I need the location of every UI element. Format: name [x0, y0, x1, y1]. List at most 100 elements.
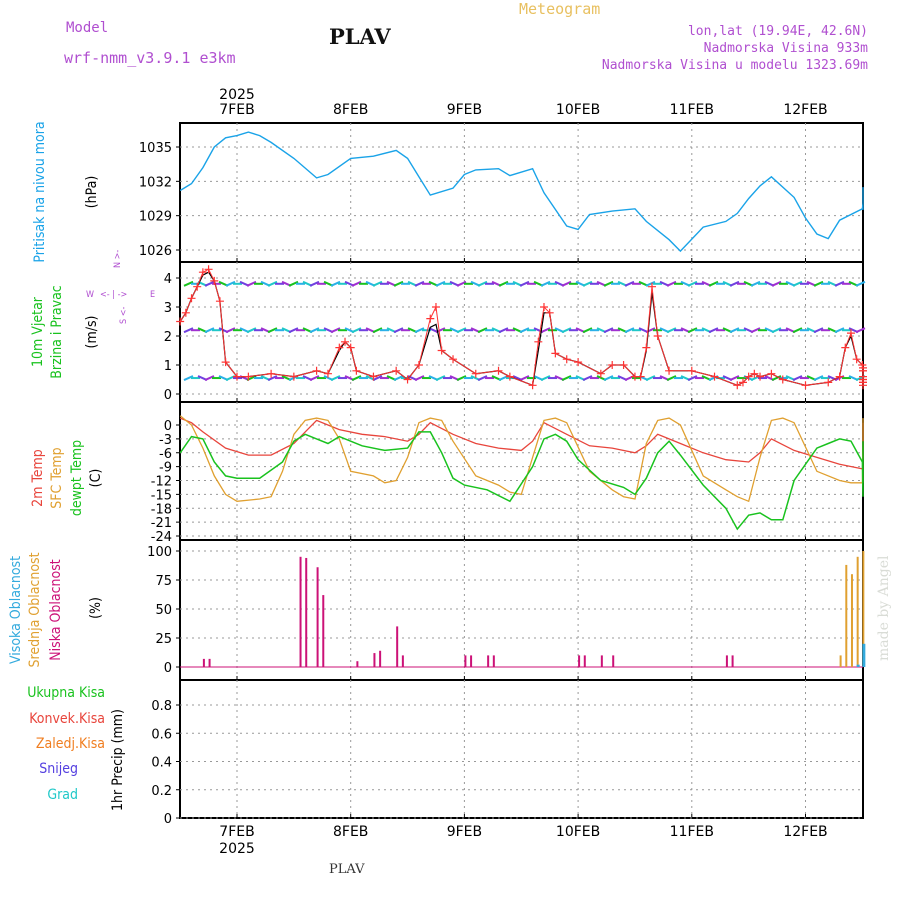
cloud-mid-bar — [850, 574, 853, 667]
wind-direction-arrow — [330, 327, 341, 334]
wind-direction-arrow — [561, 280, 572, 287]
cloud-low-bar — [731, 655, 734, 667]
cloud-mid-bar — [845, 564, 848, 667]
wind-marker — [648, 282, 657, 291]
cloud-low-bar — [464, 655, 467, 667]
wind-direction-arrow — [750, 280, 761, 287]
pressure-unit: (hPa) — [84, 176, 100, 209]
page-title: PLAV — [329, 24, 391, 49]
y-tick-label: 50 — [155, 603, 172, 618]
day-label-top: 9FEB — [447, 102, 482, 118]
precip-legend-item: Konvek.Kisa — [29, 711, 105, 727]
wind-marker — [335, 343, 344, 352]
model-label: Model — [66, 20, 109, 36]
y-tick-label: 0.4 — [151, 756, 172, 771]
day-label-bottom: 8FEB — [333, 824, 368, 840]
wind-marker — [539, 303, 548, 311]
cloud-mid-bar — [856, 556, 859, 667]
wind-direction-arrow — [540, 280, 551, 287]
wind-marker — [710, 372, 719, 381]
wind-direction-arrow — [183, 375, 194, 381]
wind-direction-arrow — [729, 327, 740, 334]
wind-direction-arrow — [288, 280, 299, 287]
compass-west: W — [86, 290, 94, 300]
wind-marker — [835, 372, 844, 381]
wind-direction-arrow — [645, 280, 656, 287]
wind-marker — [859, 375, 867, 384]
wind-marker — [494, 366, 503, 375]
wind-direction-arrow — [477, 375, 488, 381]
wind-direction-arrow — [855, 327, 866, 334]
day-label-top: 12FEB — [783, 102, 827, 118]
wind-direction-arrow — [225, 327, 236, 334]
cloud-low-bar — [373, 653, 376, 667]
y-tick-label: -21 — [151, 516, 172, 531]
wind-marker — [215, 297, 224, 306]
wind-direction-arrow — [183, 327, 194, 334]
y-tick-label: -6 — [159, 447, 172, 462]
wind-direction-arrow — [309, 375, 320, 381]
y-tick-label: 1 — [164, 359, 172, 374]
day-label-top: 8FEB — [333, 102, 368, 118]
y-tick-label: 75 — [155, 574, 172, 589]
temp-unit: (C) — [88, 469, 104, 488]
wind-direction-arrow — [603, 375, 614, 381]
cloud-high-bar — [862, 643, 866, 667]
wind-marker — [608, 361, 617, 369]
cloud-low-bar — [379, 650, 382, 667]
wind-direction-arrow — [519, 280, 530, 287]
wind-direction-arrow — [309, 280, 320, 287]
wind-direction-arrow — [729, 375, 740, 381]
wind-label-1: 10m Vjetar — [30, 296, 46, 367]
wind-direction-arrow — [393, 280, 404, 287]
wind-direction-arrow — [750, 327, 761, 334]
wind-direction-arrow — [603, 280, 614, 287]
wind-direction-arrow — [771, 280, 782, 287]
y-tick-label: 0.8 — [151, 699, 172, 714]
wind-marker-line — [179, 268, 864, 386]
wind-direction-arrow — [561, 327, 572, 334]
precip-legend-item: Ukupna Kisa — [27, 685, 105, 701]
y-tick-label: 0 — [164, 419, 172, 434]
wind-direction-arrow — [372, 280, 383, 287]
wind-marker — [187, 294, 196, 303]
model-name: wrf-nmm_v3.9.1 e3km — [64, 49, 236, 67]
wind-marker — [687, 366, 696, 375]
y-tick-label: -15 — [151, 488, 172, 503]
cloud-low-bar — [470, 655, 473, 667]
wind-unit: (m/s) — [84, 316, 100, 349]
cloud-low-bar — [396, 626, 399, 667]
y-tick-label: 1032 — [139, 175, 172, 190]
temp-sfc-label: SFC Temp — [49, 447, 65, 508]
wind-direction-arrow — [603, 327, 614, 334]
day-label-top: 7FEB — [219, 102, 254, 118]
wind-direction-arrow — [288, 327, 299, 334]
precip-legend-item: Snijeg — [39, 761, 78, 777]
wind-direction-arrow — [414, 375, 425, 381]
y-tick-label: -12 — [151, 475, 172, 490]
pressure-line — [179, 131, 864, 253]
wind-direction-arrow — [435, 280, 446, 287]
cloud-mid-bar — [862, 551, 865, 667]
wind-direction-arrow — [267, 280, 278, 287]
wind-direction-arrow — [687, 280, 698, 287]
wind-direction-arrow — [204, 375, 215, 381]
wind-direction-arrow — [204, 327, 215, 334]
wind-marker — [852, 355, 861, 364]
compass-south: S <- — [119, 307, 129, 324]
wind-direction-arrow — [813, 375, 824, 381]
wind-marker — [824, 378, 833, 387]
chart-marks — [176, 131, 867, 668]
wind-marker — [426, 314, 435, 323]
cloud-low-bar — [492, 655, 495, 667]
compass-north: N >- — [113, 250, 123, 268]
wind-marker — [841, 343, 850, 352]
y-tick-label: -9 — [159, 461, 172, 476]
wind-direction-arrow — [477, 280, 488, 287]
wind-direction-arrow — [687, 375, 698, 381]
wind-direction-arrow — [351, 375, 362, 381]
footer-station: PLAV — [329, 862, 365, 877]
day-label-bottom: 10FEB — [556, 824, 600, 840]
wind-direction-arrow — [372, 375, 383, 381]
wind-direction-arrow — [729, 280, 740, 287]
